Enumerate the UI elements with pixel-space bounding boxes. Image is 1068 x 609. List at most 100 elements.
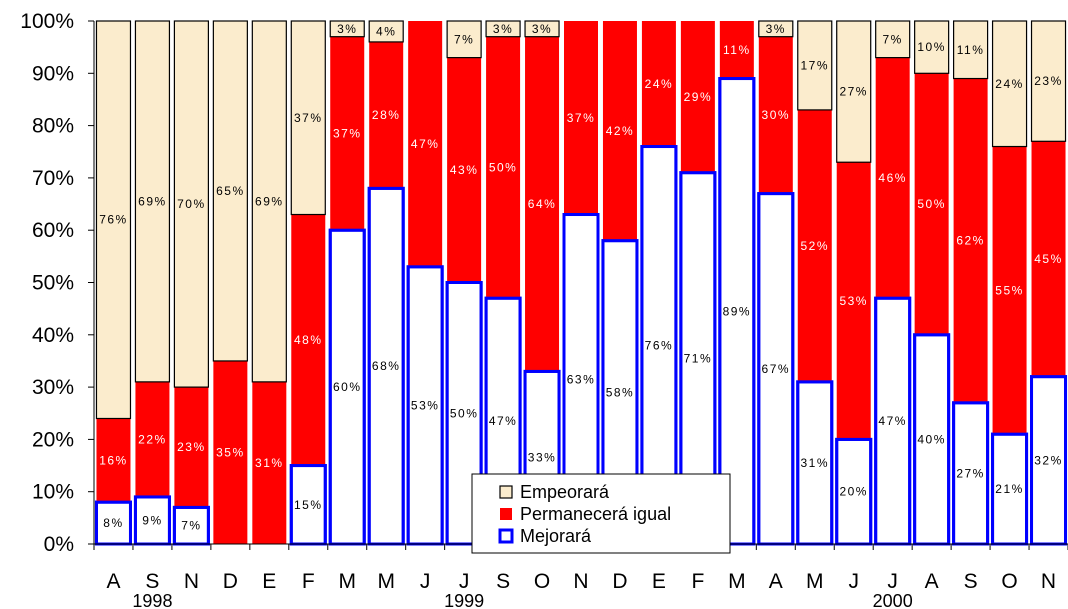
bar-segment-empeorara — [797, 20, 833, 111]
data-label-empeorara: 70% — [177, 197, 206, 211]
y-tick-label: 70% — [32, 167, 74, 190]
legend-swatch — [499, 485, 513, 499]
bar-group: 58% 42% — [601, 21, 639, 546]
bar-segment-permanecera-igual — [252, 381, 287, 544]
data-label-permanecera-igual: 11% — [723, 43, 751, 57]
data-label-mejorara: 89% — [723, 304, 752, 318]
bar-group: 71% 29% — [679, 21, 717, 546]
bar-segment-permanecera-igual — [486, 36, 521, 299]
data-label-permanecera-igual: 47% — [411, 137, 440, 151]
bar-segment-empeorara — [524, 20, 560, 38]
bar-group: 32% 45% 23% — [1030, 20, 1068, 546]
legend-entry: Empeorará — [520, 482, 610, 502]
data-label-mejorara: 68% — [372, 359, 401, 373]
y-tick-label: 10% — [32, 481, 74, 504]
bar-group: 89% 11% — [718, 21, 756, 546]
bar-segment-empeorara — [758, 20, 794, 38]
bar-segment-permanecera-igual — [330, 36, 365, 231]
data-label-mejorara: 31% — [800, 456, 829, 470]
bar-group: 31% 52% 17% — [796, 20, 834, 546]
data-label-mejorara: 63% — [567, 372, 596, 386]
data-label-mejorara: 67% — [762, 362, 791, 376]
y-tick-label: 40% — [32, 324, 74, 347]
legend-swatch — [498, 528, 514, 544]
bar-group: 50% 43% 7% — [445, 20, 483, 546]
data-label-empeorara: 24% — [995, 77, 1024, 91]
x-tick-label: N — [184, 570, 199, 593]
bar-segment-empeorara — [173, 20, 209, 388]
data-label-mejorara: 32% — [1034, 453, 1063, 467]
bar-group: 7% 23% 70% — [172, 20, 210, 546]
bar-segment-permanecera-igual — [992, 146, 1027, 435]
y-tick-label: 100% — [20, 10, 74, 33]
bar-segment-empeorara — [446, 20, 482, 59]
data-label-mejorara: 15% — [294, 498, 323, 512]
data-label-empeorara: 7% — [454, 32, 474, 46]
data-label-mejorara: 47% — [489, 414, 518, 428]
y-tick-label: 50% — [32, 272, 74, 295]
data-label-empeorara: 3% — [337, 22, 357, 36]
data-label-mejorara: 76% — [645, 338, 674, 352]
data-label-empeorara: 37% — [294, 111, 323, 125]
bar-group: 67% 30% 3% — [757, 20, 795, 546]
data-label-permanecera-igual: 16% — [99, 453, 128, 467]
data-label-permanecera-igual: 48% — [294, 333, 323, 347]
x-tick-label: M — [806, 570, 824, 593]
x-tick-label: A — [925, 570, 939, 593]
data-label-mejorara: 33% — [528, 451, 557, 465]
data-label-permanecera-igual: 64% — [528, 197, 557, 211]
bar-group: 47% 50% 3% — [484, 20, 522, 546]
data-label-empeorara: 7% — [883, 32, 903, 46]
bar-segment-empeorara — [329, 20, 365, 38]
y-tick-label: 0% — [44, 533, 74, 556]
bar-segment-empeorara — [1030, 20, 1067, 142]
bar-group: 21% 55% 24% — [991, 20, 1029, 546]
data-label-permanecera-igual: 42% — [606, 124, 635, 138]
x-tick-label: J — [887, 570, 898, 593]
bar-segment-permanecera-igual — [641, 21, 676, 147]
y-tick-label: 30% — [32, 376, 74, 399]
legend-entry: Permanecerá igual — [520, 504, 671, 524]
bar-group: 31% 69% — [251, 20, 287, 544]
data-label-permanecera-igual: 37% — [333, 126, 362, 140]
data-label-empeorara: 76% — [99, 213, 128, 227]
bar-group: 63% 37% — [562, 21, 600, 546]
bar-segment-empeorara — [952, 20, 989, 80]
data-label-permanecera-igual: 52% — [800, 239, 829, 253]
bar-segment-permanecera-igual — [213, 360, 248, 544]
data-label-empeorara: 17% — [800, 58, 829, 72]
x-tick-label: M — [338, 570, 356, 593]
legend-swatch — [500, 508, 512, 520]
data-label-permanecera-igual: 24% — [645, 77, 674, 91]
x-tick-label: F — [302, 570, 315, 593]
bar-segment-permanecera-igual — [836, 162, 871, 440]
bar-segment-empeorara — [914, 20, 950, 74]
data-label-mejorara: 27% — [956, 466, 985, 480]
bar-segment-empeorara — [95, 20, 132, 420]
bar-segment-empeorara — [251, 20, 287, 383]
bar-segment-permanecera-igual — [291, 214, 326, 466]
x-tick-label: O — [1001, 570, 1017, 593]
data-label-empeorara: 11% — [957, 43, 985, 57]
x-tick-label: E — [262, 570, 276, 593]
bar-segment-permanecera-igual — [602, 21, 637, 241]
bar-group: 40% 50% 10% — [913, 20, 951, 546]
year-label: 1998 — [132, 591, 172, 609]
y-tick-label: 60% — [32, 219, 74, 242]
bar-group: 27% 62% 11% — [952, 20, 990, 546]
legend-entry: Mejorará — [520, 526, 592, 546]
bar-segment-permanecera-igual — [564, 21, 598, 215]
data-label-mejorara: 40% — [917, 432, 946, 446]
x-tick-label: A — [106, 570, 120, 593]
bar-segment-empeorara — [485, 20, 521, 38]
y-axis: 0% 10% 20% 30% 40% 50% 60% 70% 80% 90% 100% — [20, 10, 95, 556]
x-tick-label: N — [1041, 570, 1056, 593]
bar-group: 60% 37% 3% — [328, 20, 366, 546]
bar-segment-permanecera-igual — [96, 418, 131, 503]
y-tick-label: 80% — [32, 115, 74, 138]
data-label-mejorara: 71% — [684, 351, 713, 365]
data-label-permanecera-igual: 28% — [372, 108, 401, 122]
